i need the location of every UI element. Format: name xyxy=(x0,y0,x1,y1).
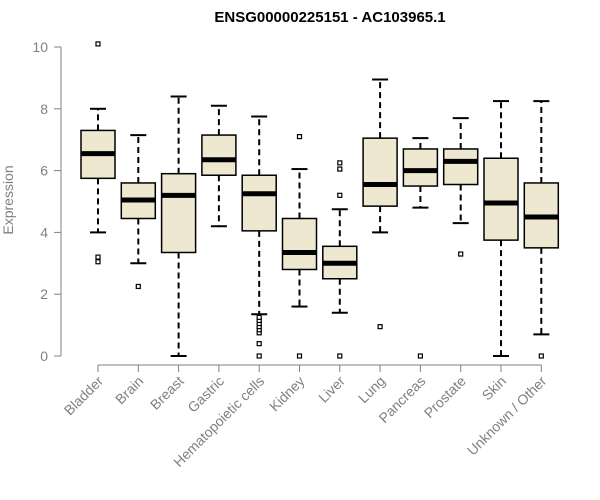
box-kidney xyxy=(281,134,318,359)
outlier-point xyxy=(256,341,262,347)
box-iqr xyxy=(442,148,479,186)
y-tick-label: 10 xyxy=(32,39,48,55)
box-iqr xyxy=(402,148,439,187)
x-tick-label: Skin xyxy=(479,373,510,404)
box-iqr xyxy=(201,134,237,176)
outlier-point xyxy=(337,160,343,166)
outlier-point xyxy=(95,254,101,260)
x-tick-label: Kidney xyxy=(266,373,308,415)
box-pancreas xyxy=(402,137,439,359)
box-lung xyxy=(362,78,398,330)
outlier-point xyxy=(337,166,343,172)
x-tick-label: Lung xyxy=(355,373,388,406)
outlier-point xyxy=(135,283,141,290)
y-tick-label: 2 xyxy=(40,286,48,302)
box-gastric xyxy=(201,104,237,228)
box-prostate xyxy=(442,117,479,257)
box-hematopoietic-cells xyxy=(241,115,277,359)
outlier-point xyxy=(538,353,544,359)
y-tick-label: 8 xyxy=(40,101,48,117)
y-axis: 0 2 4 6 8 10 xyxy=(32,39,62,364)
y-axis-label: Expression xyxy=(0,165,16,234)
chart-title: ENSG00000225151 - AC103965.1 xyxy=(214,9,445,26)
box-liver xyxy=(322,160,358,359)
outlier-point xyxy=(337,353,343,359)
x-tick-label: Prostate xyxy=(421,373,469,421)
outlier-point xyxy=(296,353,303,359)
outlier-point xyxy=(417,353,423,359)
x-tick-label: Brain xyxy=(112,373,146,407)
outlier-point xyxy=(95,259,101,265)
box-skin xyxy=(483,100,519,357)
box-brain xyxy=(120,134,157,290)
box-breast xyxy=(160,95,197,357)
box-iqr xyxy=(241,174,277,232)
box-iqr xyxy=(483,157,519,241)
x-tick-label: Breast xyxy=(147,373,187,413)
outlier-point xyxy=(337,192,343,198)
y-tick-label: 6 xyxy=(40,163,48,179)
outlier-point xyxy=(256,353,262,359)
box-iqr xyxy=(362,137,398,207)
box-iqr xyxy=(281,217,318,271)
outlier-point xyxy=(95,41,101,47)
box-bladder xyxy=(80,41,116,265)
y-tick-label: 4 xyxy=(40,224,48,240)
outlier-point xyxy=(296,134,303,140)
outlier-point xyxy=(377,324,383,330)
x-tick-label: Bladder xyxy=(61,373,107,419)
y-tick-label: 0 xyxy=(40,348,48,364)
boxes-group xyxy=(80,41,560,359)
outlier-point xyxy=(458,251,464,257)
outlier-point xyxy=(256,314,262,320)
x-tick-label: Liver xyxy=(315,373,348,406)
box-unknown-other xyxy=(523,100,560,359)
box-iqr xyxy=(160,172,197,254)
